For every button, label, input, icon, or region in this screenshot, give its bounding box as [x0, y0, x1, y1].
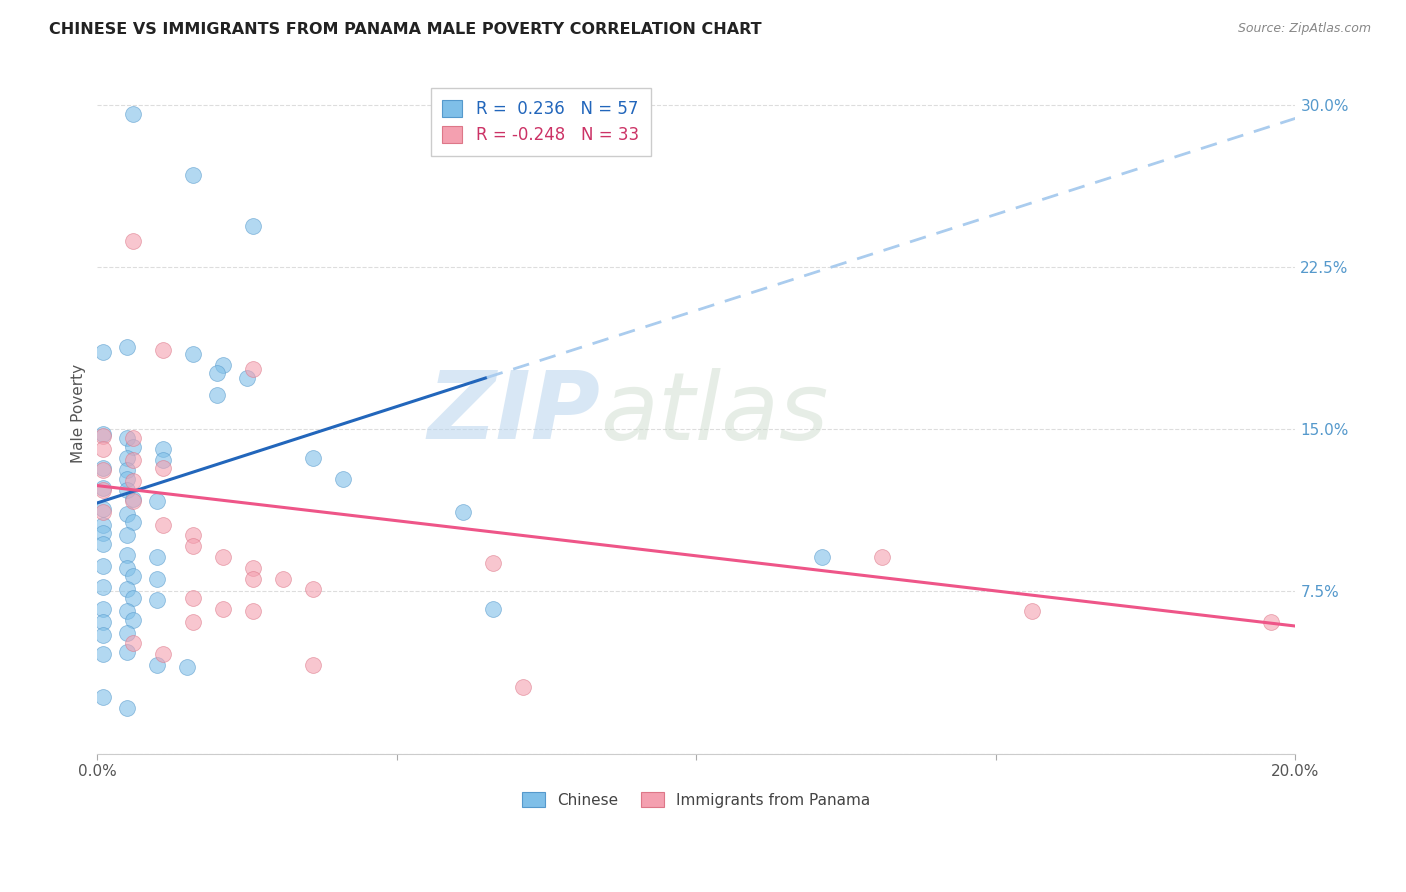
Point [117, 450, 139, 465]
Point [122, 491, 145, 506]
Point [93, 481, 115, 495]
Point [146, 657, 169, 672]
Point [302, 582, 325, 597]
Point [332, 472, 354, 486]
Point [93, 483, 115, 497]
Point [146, 593, 169, 607]
Point [242, 560, 264, 574]
Point [146, 572, 169, 586]
Point [93, 504, 115, 518]
Text: atlas: atlas [600, 368, 828, 458]
Point [117, 548, 139, 562]
Point [93, 647, 115, 661]
Point [212, 549, 235, 564]
Point [870, 549, 893, 564]
Point [117, 625, 139, 640]
Point [117, 483, 139, 497]
Point [93, 628, 115, 642]
Legend: Chinese, Immigrants from Panama: Chinese, Immigrants from Panama [516, 786, 877, 814]
Point [152, 442, 174, 456]
Text: ZIP: ZIP [427, 368, 600, 459]
Point [122, 431, 145, 445]
Point [146, 493, 169, 508]
Point [122, 440, 145, 454]
Point [93, 580, 115, 594]
Point [302, 657, 325, 672]
Point [152, 343, 174, 357]
Point [122, 107, 145, 121]
Point [481, 557, 503, 571]
Point [242, 572, 264, 586]
Point [122, 569, 145, 583]
Point [181, 591, 204, 605]
Point [122, 452, 145, 467]
Point [122, 475, 145, 489]
Point [93, 502, 115, 516]
Point [117, 604, 139, 618]
Point [122, 636, 145, 650]
Point [93, 526, 115, 541]
Point [93, 344, 115, 359]
Point [117, 507, 139, 521]
Point [811, 549, 834, 564]
Point [117, 701, 139, 715]
Point [93, 429, 115, 443]
Point [271, 572, 294, 586]
Point [212, 601, 235, 615]
Point [242, 604, 264, 618]
Point [1260, 615, 1282, 629]
Point [146, 549, 169, 564]
Point [122, 235, 145, 249]
Point [122, 591, 145, 605]
Point [117, 560, 139, 574]
Point [181, 539, 204, 553]
Point [181, 615, 204, 629]
Point [93, 558, 115, 573]
Point [122, 516, 145, 530]
Point [93, 463, 115, 477]
Point [481, 601, 503, 615]
Point [152, 461, 174, 475]
Point [122, 613, 145, 627]
Point [181, 347, 204, 361]
Point [242, 362, 264, 376]
Point [242, 219, 264, 234]
Point [1021, 604, 1043, 618]
Point [302, 450, 325, 465]
Point [205, 366, 228, 380]
Point [117, 645, 139, 659]
Point [117, 472, 139, 486]
Point [122, 493, 145, 508]
Point [93, 537, 115, 551]
Point [205, 388, 228, 402]
Point [512, 680, 534, 694]
Y-axis label: Male Poverty: Male Poverty [72, 364, 86, 463]
Point [93, 517, 115, 532]
Point [152, 647, 174, 661]
Point [93, 426, 115, 441]
Point [181, 168, 204, 182]
Point [117, 340, 139, 354]
Point [117, 431, 139, 445]
Point [117, 463, 139, 477]
Point [152, 517, 174, 532]
Point [117, 528, 139, 542]
Point [93, 690, 115, 705]
Point [451, 504, 474, 518]
Point [93, 615, 115, 629]
Point [212, 358, 235, 372]
Point [152, 452, 174, 467]
Point [181, 528, 204, 542]
Point [236, 370, 259, 384]
Point [93, 461, 115, 475]
Point [117, 582, 139, 597]
Point [93, 442, 115, 456]
Text: Source: ZipAtlas.com: Source: ZipAtlas.com [1237, 22, 1371, 36]
Text: CHINESE VS IMMIGRANTS FROM PANAMA MALE POVERTY CORRELATION CHART: CHINESE VS IMMIGRANTS FROM PANAMA MALE P… [49, 22, 762, 37]
Point [93, 601, 115, 615]
Point [176, 660, 198, 674]
